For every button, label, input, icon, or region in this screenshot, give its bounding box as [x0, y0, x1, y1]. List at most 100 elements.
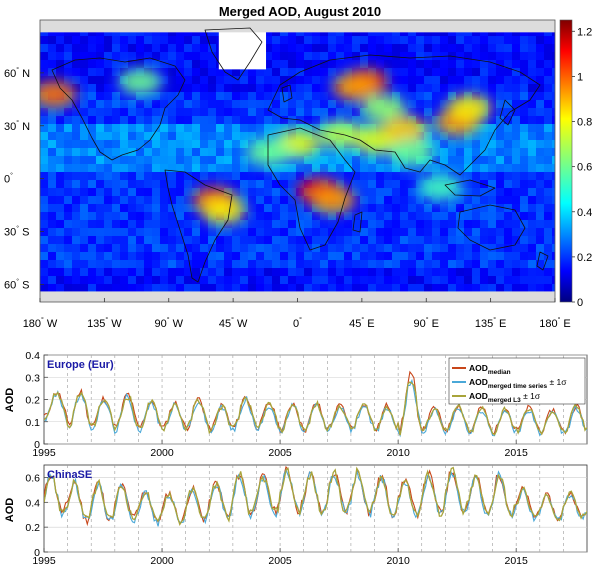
aod-cell: [400, 236, 409, 245]
aod-cell: [168, 220, 177, 229]
aod-cell: [48, 188, 57, 197]
aod-cell: [208, 124, 217, 133]
aod-cell: [552, 148, 555, 157]
aod-cell: [96, 132, 105, 141]
aod-cell: [216, 76, 225, 85]
aod-cell: [304, 204, 313, 213]
aod-cell: [496, 100, 505, 109]
aod-cell: [64, 284, 73, 293]
x-tick-label: 2010: [386, 555, 410, 567]
aod-cell: [312, 132, 321, 141]
aod-cell: [144, 212, 153, 221]
aod-cell: [72, 244, 81, 253]
europe-series-lines: [44, 370, 587, 438]
aod-cell: [288, 36, 297, 45]
aod-cell: [312, 92, 321, 101]
aod-cell: [72, 60, 81, 69]
map-x-ticks: 180° W 135° W 90° W 45° W 0° 45° E 90° E 135° E…: [23, 298, 571, 330]
aod-cell: [536, 220, 545, 229]
aod-cell: [240, 84, 249, 93]
aod-cell: [512, 52, 521, 61]
aod-cell: [280, 204, 289, 213]
aod-cell: [152, 36, 161, 45]
aod-cell: [288, 84, 297, 93]
aod-cell: [344, 284, 353, 293]
aod-cell: [56, 76, 65, 85]
aod-cell: [496, 92, 505, 101]
aod-cell: [432, 220, 441, 229]
aod-cell: [104, 116, 113, 125]
aod-cell: [512, 100, 521, 109]
aod-cell: [304, 92, 313, 101]
aod-cell: [136, 172, 145, 181]
aod-cell: [288, 228, 297, 237]
aod-cell: [504, 228, 513, 237]
aod-cell: [136, 228, 145, 237]
aod-cell: [360, 156, 369, 165]
aod-cell: [320, 36, 329, 45]
aod-cell: [240, 252, 249, 261]
aod-cell: [328, 84, 337, 93]
aod-cell: [360, 188, 369, 197]
aod-cell: [464, 164, 473, 173]
aod-cell: [392, 180, 401, 189]
aod-cell: [544, 76, 553, 85]
aod-cell: [360, 196, 369, 205]
aod-cell: [248, 276, 257, 285]
aod-cell: [336, 276, 345, 285]
aod-cell: [144, 204, 153, 213]
aod-cell: [272, 188, 281, 197]
aod-cell: [448, 252, 457, 261]
aod-cell: [200, 44, 209, 53]
aod-cell: [144, 252, 153, 261]
aod-cell: [248, 260, 257, 269]
aod-cell: [48, 236, 57, 245]
aod-cell: [304, 84, 313, 93]
aod-cell: [136, 244, 145, 253]
aod-cell: [256, 68, 265, 77]
aod-cell: [536, 172, 545, 181]
aod-cell: [312, 212, 321, 221]
aod-cell: [216, 260, 225, 269]
aod-cell: [176, 172, 185, 181]
aod-cell: [160, 260, 169, 269]
aod-cell: [432, 108, 441, 117]
aod-cell: [104, 60, 113, 69]
aod-cell: [288, 284, 297, 293]
aod-cell: [456, 68, 465, 77]
aod-cell: [168, 68, 177, 77]
aod-cell: [256, 188, 265, 197]
aod-cell: [320, 220, 329, 229]
aod-cell: [192, 148, 201, 157]
aod-cell: [512, 44, 521, 53]
aod-cell: [312, 172, 321, 181]
aod-cell: [520, 228, 529, 237]
aod-cell: [448, 228, 457, 237]
aod-cell: [104, 124, 113, 133]
aod-cell: [104, 100, 113, 109]
aod-cell: [448, 268, 457, 277]
aod-cell: [40, 260, 49, 269]
aod-cell: [264, 188, 273, 197]
aod-cell: [168, 212, 177, 221]
aod-cell: [120, 228, 129, 237]
aod-cell: [88, 244, 97, 253]
aod-cell: [184, 284, 193, 293]
aod-cell: [72, 116, 81, 125]
aod-cell: [304, 76, 313, 85]
aod-cell: [248, 100, 257, 109]
aod-cell: [480, 260, 489, 269]
aod-cell: [160, 212, 169, 221]
aod-cell: [528, 108, 537, 117]
aod-cell: [424, 36, 433, 45]
aod-cell: [184, 108, 193, 117]
aod-cell: [128, 52, 137, 61]
aod-field: [40, 20, 555, 302]
aod-cell: [64, 76, 73, 85]
aod-cell: [240, 100, 249, 109]
aod-cell: [152, 52, 161, 61]
aod-cell: [488, 276, 497, 285]
aod-cell: [184, 36, 193, 45]
aod-cell: [272, 276, 281, 285]
aod-cell: [456, 148, 465, 157]
